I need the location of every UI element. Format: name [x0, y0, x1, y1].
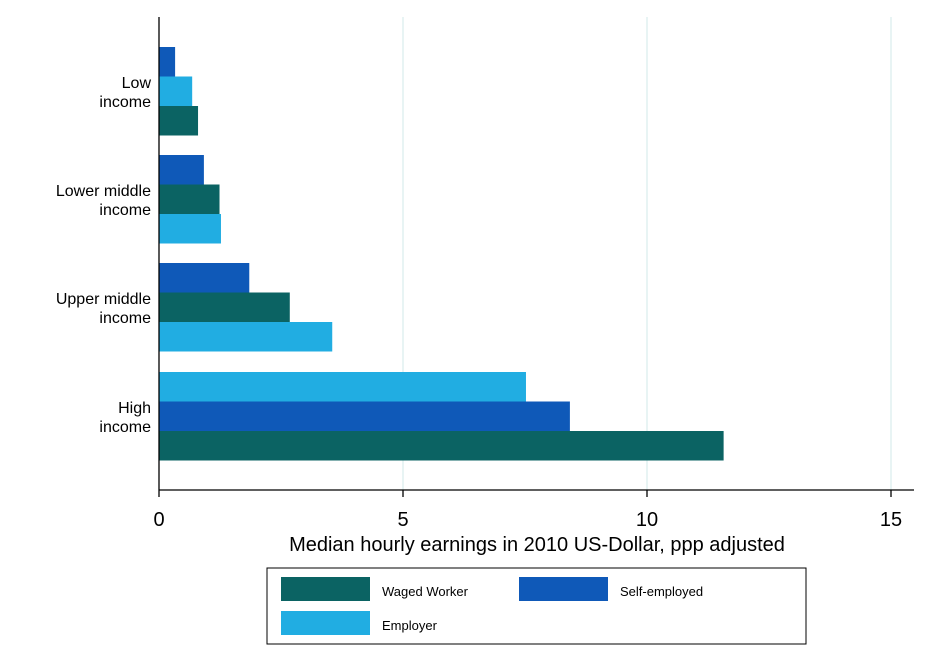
category-label: income: [99, 310, 151, 327]
bar-2-waged-worker: [159, 292, 290, 322]
category-label: High: [118, 400, 151, 417]
bar-2-self-employed: [159, 263, 250, 293]
legend: Waged Worker Self-employed Employer: [266, 567, 807, 645]
bar-0-waged-worker: [159, 106, 199, 136]
bar-1-employer: [159, 214, 221, 244]
bar-0-employer: [159, 76, 193, 106]
tick-label: 15: [880, 509, 902, 531]
bar-3-employer: [159, 372, 526, 402]
legend-label: Self-employed: [620, 584, 703, 599]
bar-2-employer: [159, 322, 333, 352]
bars: [159, 47, 724, 461]
category-label: Upper middle: [56, 291, 151, 308]
tick-label: 0: [153, 509, 164, 531]
category-label: income: [99, 419, 151, 436]
x-ticks: 0 5 10 15: [153, 490, 902, 531]
legend-label: Waged Worker: [382, 584, 469, 599]
tick-label: 5: [397, 509, 408, 531]
bar-0-self-employed: [159, 47, 176, 77]
legend-swatch: [519, 577, 608, 601]
legend-swatch: [281, 611, 370, 635]
bar-3-self-employed: [159, 401, 570, 431]
category-labels: Low income Lower middle income Upper middle i…: [56, 75, 152, 436]
category-label: income: [99, 202, 151, 219]
legend-swatch: [281, 577, 370, 601]
legend-label: Employer: [382, 618, 438, 633]
bar-3-waged-worker: [159, 431, 724, 461]
category-label: income: [99, 94, 151, 111]
x-axis-title: Median hourly earnings in 2010 US-Dollar…: [289, 534, 785, 556]
bar-1-self-employed: [159, 155, 204, 185]
tick-label: 10: [636, 509, 658, 531]
axes: [158, 17, 914, 491]
category-label: Low: [122, 75, 152, 92]
category-label: Lower middle: [56, 183, 151, 200]
bar-1-waged-worker: [159, 184, 220, 214]
